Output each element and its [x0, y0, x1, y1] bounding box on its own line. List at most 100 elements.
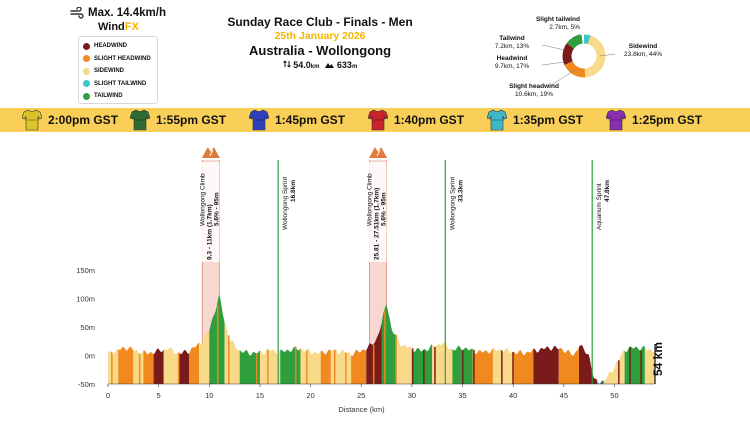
wind-stripe [267, 349, 269, 384]
distance-stat: 54.0km [282, 60, 319, 70]
wind-segment-slight-headwind [351, 349, 367, 384]
wind-stripe [216, 305, 219, 384]
wind-segment-sidewind [330, 349, 352, 384]
legend-label: HEADWIND [94, 43, 127, 50]
wind-stripe [512, 352, 514, 384]
wind-segment-sidewind [224, 321, 240, 384]
wind-stripe [138, 353, 141, 384]
x-tick-label: 25 [357, 391, 365, 400]
donut-slice [562, 34, 606, 78]
legend-swatch [83, 80, 90, 88]
x-tick-label: 15 [256, 391, 264, 400]
wind-stripe [111, 351, 113, 384]
start-time-label: 2:00pm GST [48, 113, 119, 127]
donut-label-sidewind: Sidewind 23.8km, 44% [624, 43, 662, 58]
wind-stripe [395, 334, 397, 384]
legend-label: SLIGHT HEADWIND [94, 55, 151, 62]
x-tick-label: 40 [509, 391, 517, 400]
race-location: Australia - Wollongong [248, 43, 392, 58]
y-tick-label: 100m [76, 295, 95, 304]
donut-slice [562, 34, 606, 78]
wind-segment-sidewind [492, 347, 514, 384]
wind-badge: Max. 14.4km/h WindFX [70, 7, 180, 33]
x-tick-label: 35 [458, 391, 466, 400]
legend-swatch [83, 55, 90, 63]
wind-stripe [462, 350, 464, 384]
climb-name: Wollongong Climb [367, 173, 374, 226]
wind-segment-slight-headwind [513, 348, 534, 384]
start-time-item: 2:00pm GST [22, 109, 118, 131]
legend-label: SLIGHT TAILWIND [94, 80, 147, 87]
sprint-name: Wollongong Sprint [449, 177, 456, 230]
x-tick-label: 5 [157, 391, 161, 400]
race-stats: 54.0km 633m [220, 60, 420, 70]
wind-stripe [177, 352, 180, 384]
start-time-label: 1:45pm GST [275, 113, 346, 127]
climb-range: 9.3 - 11km (1.7km) [206, 204, 213, 260]
wind-stripe [306, 350, 308, 384]
total-distance-text: 54 km [651, 342, 665, 376]
sprint-label-bg [446, 162, 467, 232]
total-distance-label: 54 km [651, 342, 665, 376]
wind-stripe [579, 346, 581, 384]
wind-stripe [294, 346, 297, 384]
climb-label-bg [364, 162, 387, 262]
wind-stripe [255, 353, 258, 384]
sprint-km: 16.8km [290, 180, 297, 202]
wind-segment-headwind [153, 348, 164, 384]
sprint-km: 47.8km [604, 180, 611, 202]
wind-segment-headwind [178, 349, 190, 384]
y-tick-label: 150m [76, 266, 95, 275]
wind-legend: HEADWIND SLIGHT HEADWIND SIDEWIND SLIGHT TA… [78, 36, 158, 104]
wind-segment-tailwind [411, 344, 433, 384]
donut-leader-line [599, 53, 616, 57]
wind-segment-slight-headwind [472, 348, 493, 384]
legend-swatch [83, 67, 90, 75]
wind-stripe [640, 350, 642, 384]
wind-stripe [434, 346, 436, 384]
wind-segment-tailwind [280, 346, 301, 384]
mountain-icon [325, 63, 335, 68]
start-time-item: 1:45pm GST [249, 109, 345, 131]
wind-segment-slight-headwind [143, 350, 154, 384]
wind-stripe [601, 381, 603, 384]
start-time-label: 1:35pm GST [513, 113, 584, 127]
legend-label: SIDEWIND [94, 68, 124, 75]
wind-segment-sidewind [108, 348, 119, 384]
climb-label: Wollongong Climb 25.81 - 27.51km (1.7km) 5… [367, 173, 388, 260]
start-time-item: 1:55pm GST [130, 109, 226, 131]
start-time-label: 1:55pm GST [156, 113, 227, 127]
x-tick-label: 10 [205, 391, 213, 400]
wind-stripe [618, 360, 620, 384]
race-header: Sunday Race Club - Finals - Men 25th Jan… [220, 15, 420, 70]
legend-swatch [83, 92, 90, 100]
wind-segment-sidewind [644, 346, 655, 384]
wind-segment-slight-tailwind [597, 380, 605, 384]
wind-segment-sidewind [396, 335, 412, 384]
climb-label-bg [197, 162, 220, 262]
jersey-icon [606, 109, 626, 131]
sprint-name: Aquarium Sprint [596, 183, 603, 230]
jersey-icon [368, 109, 388, 131]
wind-stripe [629, 347, 631, 384]
wind-stripe [501, 350, 503, 384]
sprint-label: Wollongong Sprint 16.8km [282, 177, 297, 230]
wind-segment-headwind [533, 345, 559, 384]
jersey-icon [130, 109, 150, 131]
wind-stripe [228, 335, 230, 384]
wind-segment-sidewind [604, 350, 625, 384]
wind-segment-headwind [579, 344, 598, 384]
x-tick-label: 0 [106, 391, 110, 400]
legend-swatch [83, 42, 90, 50]
jersey-icon [487, 109, 507, 131]
start-time-item: 1:40pm GST [368, 109, 464, 131]
x-tick-label: 50 [610, 391, 618, 400]
x-tick-label: 30 [408, 391, 416, 400]
wind-segment-slight-headwind [320, 349, 331, 384]
x-tick-label: 20 [306, 391, 314, 400]
donut-label-slight-headwind: Slight headwind 10.6km, 19% [509, 83, 559, 98]
wind-segment-slight-headwind [118, 346, 134, 384]
donut-leader-line [549, 69, 576, 87]
max-wind-speed: Max. 14.4km/h [88, 7, 166, 19]
